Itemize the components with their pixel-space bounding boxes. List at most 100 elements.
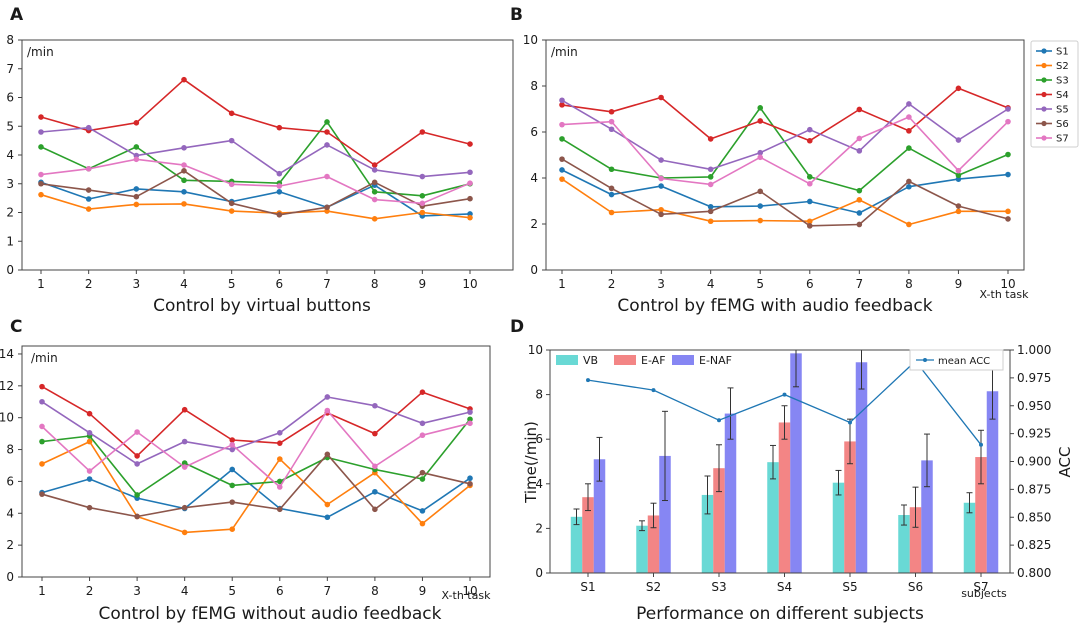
data-point-A-S2 <box>38 191 44 198</box>
data-point-A-S5 <box>419 173 426 180</box>
data-point-B-S4 <box>955 85 962 92</box>
x-tick-label-C: 5 <box>228 584 236 598</box>
data-point-B-S2 <box>707 218 714 225</box>
data-point-A-S4 <box>228 110 235 117</box>
y-tick-label-A: 8 <box>6 33 14 47</box>
data-point-A-S7 <box>133 156 140 163</box>
data-point-C-S2 <box>324 501 331 508</box>
y-tick-label-A: 5 <box>6 119 14 133</box>
data-point-B-S6 <box>559 156 565 162</box>
data-point-B-S3 <box>856 187 863 194</box>
unit-label-C: /min <box>31 351 58 365</box>
data-point-B-S5 <box>658 157 664 163</box>
data-point-B-S2 <box>906 221 912 228</box>
bar-VB-S3 <box>701 494 714 573</box>
data-point-C-S3 <box>419 476 426 482</box>
data-point-C-S5 <box>39 398 45 405</box>
legend-label-S5: S5 <box>1056 105 1069 116</box>
data-point-A-S2 <box>419 209 426 216</box>
data-point-C-S1 <box>229 466 236 473</box>
data-point-C-S7 <box>134 429 140 435</box>
data-point-C-S7 <box>229 441 236 448</box>
data-point-B-S1 <box>806 198 813 205</box>
x-tick-label-B: 9 <box>955 277 963 291</box>
x-tick-label-B: 4 <box>707 277 715 291</box>
x-tick-label-B: 3 <box>657 277 665 291</box>
data-point-C-S4 <box>86 410 93 417</box>
data-point-C-S7 <box>181 464 188 470</box>
data-point-C-S7 <box>276 484 283 490</box>
mean-acc-point-S7 <box>979 442 983 447</box>
legend-marker-S5 <box>1041 106 1047 112</box>
plot-frame-A <box>21 39 514 271</box>
x-tick-label-B: 8 <box>905 277 913 291</box>
legend-marker-S4 <box>1041 91 1047 98</box>
caption-A: Control by virtual buttons <box>153 296 371 316</box>
data-point-A-S1 <box>133 186 140 192</box>
y-tick-label-A: 4 <box>6 148 14 162</box>
y-tick-label-C: 6 <box>6 474 14 488</box>
data-point-A-S5 <box>228 137 235 144</box>
data-point-B-S2 <box>955 208 962 215</box>
data-point-B-S5 <box>608 126 615 133</box>
data-point-C-S2 <box>181 529 188 536</box>
y-tick-label-D: 8 <box>535 388 543 402</box>
data-point-A-S1 <box>85 196 92 202</box>
data-point-A-S4 <box>419 129 426 135</box>
legend-marker-mean-acc <box>923 358 927 362</box>
data-point-A-S7 <box>85 166 92 172</box>
data-point-A-S6 <box>181 168 187 174</box>
data-point-A-S7 <box>228 181 235 188</box>
x-tick-label-A: 8 <box>371 277 379 291</box>
mean-acc-point-S3 <box>717 418 721 423</box>
data-point-A-S5 <box>181 145 187 151</box>
data-point-C-S6 <box>419 469 426 476</box>
caption-D: Performance on different subjects <box>636 604 924 624</box>
data-point-A-S6 <box>467 195 473 202</box>
data-point-B-S7 <box>658 175 664 182</box>
data-point-A-S7 <box>324 173 330 180</box>
data-point-B-S3 <box>806 174 813 180</box>
data-point-B-S4 <box>658 94 664 101</box>
data-point-B-S6 <box>806 223 813 229</box>
x-tick-label-A: 3 <box>133 277 141 291</box>
legend-box-mean-acc <box>909 349 1004 371</box>
data-point-B-S4 <box>707 136 714 142</box>
series-line-B-S6 <box>561 158 1009 227</box>
data-point-B-S6 <box>856 221 863 228</box>
data-point-C-S6 <box>467 481 473 487</box>
data-point-B-S7 <box>906 114 912 120</box>
x-tick-label-B: 10 <box>1000 277 1015 291</box>
data-point-C-S4 <box>229 437 236 443</box>
data-point-B-S7 <box>707 181 714 188</box>
data-point-B-S2 <box>757 217 764 224</box>
legend-marker-S3 <box>1041 77 1047 83</box>
data-point-A-S4 <box>38 114 44 120</box>
data-point-B-S7 <box>856 135 863 142</box>
data-point-C-S6 <box>39 491 45 497</box>
bar-E-NAF-S6 <box>921 460 933 573</box>
legend-label-S2: S2 <box>1056 61 1069 72</box>
data-point-B-S6 <box>906 178 912 185</box>
x-tick-label-B: 2 <box>608 277 616 291</box>
data-point-B-S5 <box>806 126 813 133</box>
data-point-A-S7 <box>38 171 44 178</box>
bar-E-NAF-S4 <box>790 353 802 573</box>
x-axis-note-C: X-th task <box>442 589 492 602</box>
x-tick-label-D: S2 <box>646 580 661 594</box>
series-line-C-S5 <box>41 396 471 465</box>
y-tick-label-C: 10 <box>0 411 14 425</box>
data-point-A-S4 <box>181 76 187 83</box>
mean-acc-point-S2 <box>651 388 656 393</box>
data-point-C-S4 <box>372 430 378 437</box>
mean-acc-point-S5 <box>848 420 852 425</box>
data-point-C-S4 <box>134 453 140 459</box>
series-line-A-S1 <box>40 181 471 217</box>
x-tick-label-B: 1 <box>558 277 566 291</box>
x-tick-label-D: S7 <box>973 580 988 594</box>
y-tick-label-C: 0 <box>6 570 14 584</box>
data-point-A-S2 <box>467 214 473 221</box>
data-point-B-S4 <box>906 128 912 134</box>
legend-label-S6: S6 <box>1056 119 1069 130</box>
x-tick-label-D: S6 <box>908 580 923 594</box>
